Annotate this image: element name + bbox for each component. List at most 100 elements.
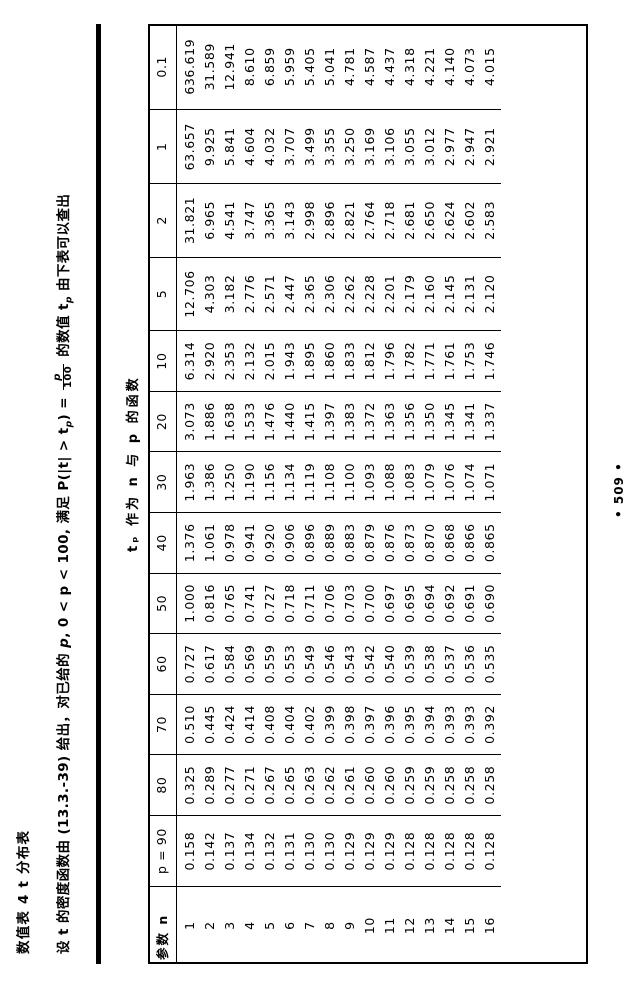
table-cell: 63.657 — [176, 109, 200, 184]
table-cell: 0.128 — [460, 815, 480, 887]
table-cell: 1.074 — [460, 451, 480, 513]
table-cell: 2.896 — [320, 183, 340, 258]
table-cell: 0.128 — [440, 815, 460, 887]
row-label-n: 6 — [280, 886, 300, 964]
row-header-label: 参数 n — [150, 886, 177, 964]
table-cell: 0.741 — [240, 573, 260, 634]
subtitle-tail: 的数值 t — [56, 303, 72, 362]
table-cell: 2.447 — [280, 257, 300, 331]
table-cell: 4.015 — [482, 47, 497, 87]
table-cell: 0.258 — [440, 754, 460, 816]
table-cell: 0.690 — [480, 573, 501, 634]
table-row: 1 0.158 0.325 0.510 0.727 1.000 1.376 1.963 3.07… — [176, 24, 200, 964]
table-cell: 0.691 — [460, 573, 480, 634]
table-cell: 1.415 — [300, 391, 320, 452]
table-cell: 0.261 — [340, 754, 360, 816]
table-cell: 2.602 — [460, 183, 480, 258]
table-cell: 0.879 — [360, 512, 380, 574]
table-cell: 1.088 — [380, 451, 400, 513]
table-cell: 1.895 — [300, 330, 320, 392]
table-cell: 1.076 — [440, 451, 460, 513]
table-header-row: 参数 n p = 90 80 70 60 50 40 30 20 10 5 2 1 0.1 — [150, 24, 177, 964]
table-cell: 0.694 — [420, 573, 440, 634]
column-header-p-0.1: 0.1 — [150, 24, 177, 110]
table-row: 12 0.128 0.259 0.395 0.539 0.695 0.873 1.083 1.3… — [400, 24, 420, 964]
subtitle-lead: 设 t 的密度函数由 (13.3.-39) 给出，对已给的 — [56, 647, 72, 954]
table-cell: 0.408 — [260, 694, 280, 755]
subtitle-range: , 0 < p < 100, 满足 — [56, 490, 72, 638]
table-cell: 0.718 — [280, 573, 300, 634]
table-cell: 0.395 — [400, 694, 420, 755]
row-label-n: 10 — [360, 886, 380, 964]
table-cell: 0.535 — [480, 633, 501, 695]
table-cell: 3.250 — [340, 109, 360, 184]
table-cell: 1.376 — [176, 512, 200, 574]
table-body: 1 0.158 0.325 0.510 0.727 1.000 1.376 1.963 3.07… — [176, 24, 501, 964]
table-cell: 3.747 — [240, 183, 260, 258]
table-cell: 2.262 — [340, 257, 360, 331]
table-cell: 0.546 — [320, 633, 340, 695]
table-cell: 4.781 — [342, 47, 357, 87]
row-label-n: 5 — [260, 886, 280, 964]
table-cell: 0.873 — [400, 512, 420, 574]
table-cell: 4.541 — [220, 183, 240, 258]
table-cell: 2.921 — [480, 109, 501, 184]
page-subtitle: 设 t 的密度函数由 (13.3.-39) 给出，对已给的 p , 0 < p <… — [52, 194, 75, 954]
table-cell: 3.106 — [380, 109, 400, 184]
table-cell: 1.440 — [280, 391, 300, 452]
table-cell: 0.883 — [340, 512, 360, 574]
table-cell: 0.128 — [400, 815, 420, 887]
table-row: 7 0.130 0.263 0.402 0.549 0.711 0.896 1.119 1.41… — [300, 24, 320, 964]
table-cell: 0.920 — [260, 512, 280, 574]
table-cell: 0.896 — [300, 512, 320, 574]
page-title: 数值表 4 t 分布表 — [16, 829, 32, 954]
fraction-p-over-100: p 100 — [52, 363, 74, 390]
table-row: 16 0.128 0.258 0.392 0.535 0.690 0.865 1.071 1.3… — [480, 24, 501, 964]
column-header-p-1: 1 — [150, 109, 177, 184]
table-row: 4 0.134 0.271 0.414 0.569 0.741 0.941 1.190 1.53… — [240, 24, 260, 964]
column-header-p-80: 80 — [150, 754, 177, 816]
table-cell: 0.258 — [480, 754, 501, 816]
table-cell: 31.821 — [176, 183, 200, 258]
subtitle-prob-close: ) = — [56, 391, 72, 421]
row-label-n: 9 — [340, 886, 360, 964]
table-cell: 0.889 — [320, 512, 340, 574]
table-cell: 0.692 — [440, 573, 460, 634]
table-cell: 0.260 — [380, 754, 400, 816]
table-cell: 0.263 — [300, 754, 320, 816]
table-cell: 0.402 — [300, 694, 320, 755]
table-cell: 0.397 — [360, 694, 380, 755]
table-cell: 1.363 — [380, 391, 400, 452]
table-row: 13 0.128 0.259 0.394 0.538 0.694 0.870 1.079 1.3… — [420, 24, 440, 964]
table-cell: 0.584 — [220, 633, 240, 695]
table-cell: 2.920 — [200, 330, 220, 392]
table-row: 14 0.128 0.258 0.393 0.537 0.692 0.868 1.076 1.3… — [440, 24, 460, 964]
table-cell: 0.617 — [200, 633, 220, 695]
table-cell: 4.303 — [200, 257, 220, 331]
table-cell: 2.132 — [240, 330, 260, 392]
column-header-p-60: 60 — [150, 633, 177, 695]
table-cell: 0.158 — [176, 815, 200, 887]
table-cell: 1.533 — [240, 391, 260, 452]
table-cell: 0.870 — [420, 512, 440, 574]
table-cell: 0.697 — [380, 573, 400, 634]
table-cell: 0.271 — [240, 754, 260, 816]
table-cell: 0.277 — [220, 754, 240, 816]
table-cell: 1.796 — [380, 330, 400, 392]
table-cell: 1.100 — [340, 451, 360, 513]
column-header-p-70: 70 — [150, 694, 177, 755]
row-label-n: 12 — [400, 886, 420, 964]
table-cell: 1.386 — [200, 451, 220, 513]
table-cell: 1.833 — [340, 330, 360, 392]
table-cell: 2.583 — [480, 183, 501, 258]
table-cell: 1.071 — [480, 451, 501, 513]
fraction-numerator: p — [52, 363, 64, 390]
table-cell: 2.179 — [400, 257, 420, 331]
t-distribution-table: 参数 n p = 90 80 70 60 50 40 30 20 10 5 2 1 0.1 1 0.158… — [150, 24, 501, 964]
table-cell: 1.061 — [200, 512, 220, 574]
table-cell: 0.393 — [460, 694, 480, 755]
column-header-p-50: 50 — [150, 573, 177, 634]
table-cell: 0.130 — [320, 815, 340, 887]
row-label-n: 8 — [320, 886, 340, 964]
